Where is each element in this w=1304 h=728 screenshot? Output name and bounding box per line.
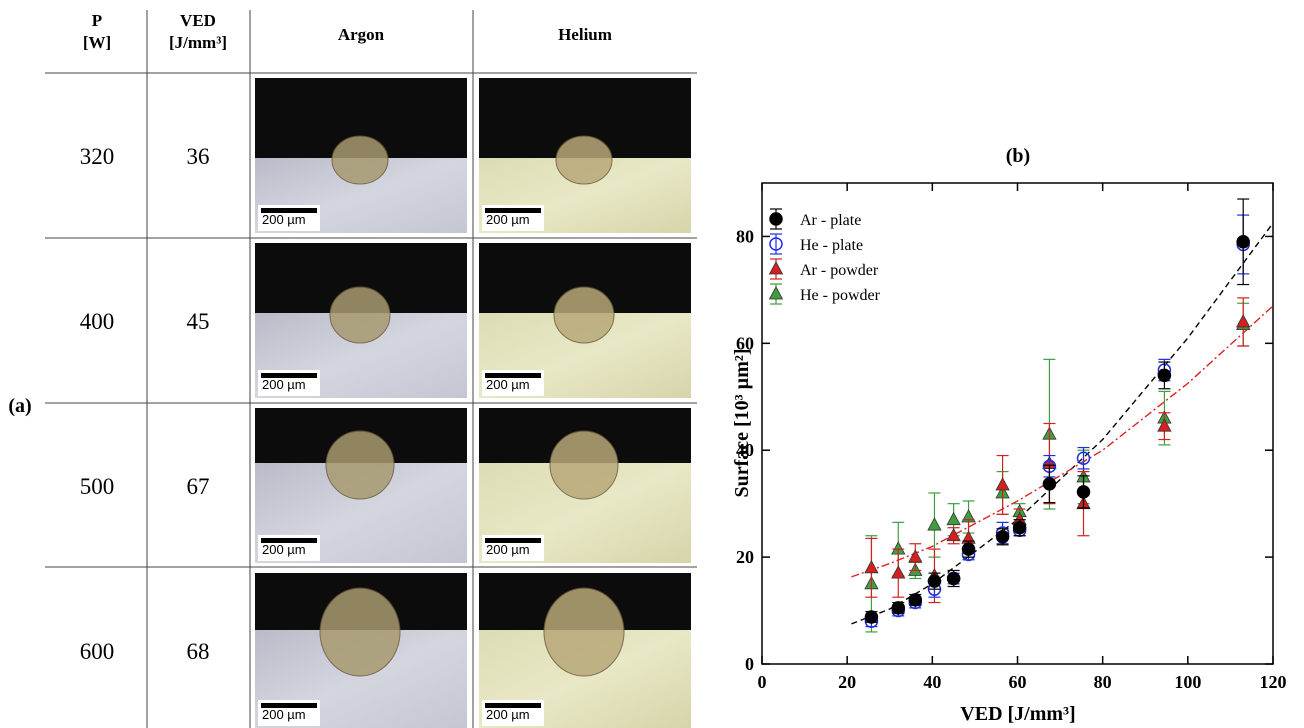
marker	[946, 571, 961, 586]
scale-bar-label: 200 µm	[262, 377, 306, 392]
y-tick-label: 80	[736, 226, 754, 246]
legend-marker	[769, 237, 783, 251]
marker	[1236, 314, 1251, 328]
marker	[927, 574, 942, 588]
marker	[995, 530, 1010, 544]
scale-bar	[261, 538, 317, 543]
legend-marker	[769, 212, 783, 226]
error-bar	[1077, 446, 1090, 470]
scale-bar-label: 200 µm	[262, 212, 306, 227]
table-lines	[45, 10, 697, 728]
x-tick-label: 80	[1094, 672, 1112, 692]
marker	[927, 517, 942, 531]
melt-pool	[319, 587, 401, 677]
scale-bar	[485, 703, 541, 708]
scale-bar	[261, 208, 317, 213]
table-cell: 600	[80, 639, 115, 664]
y-tick-label: 40	[736, 440, 754, 460]
y-tick-label: 0	[745, 654, 754, 674]
x-tick-label: 40	[923, 672, 941, 692]
column-header: [W]	[83, 33, 111, 52]
marker	[1236, 235, 1250, 249]
table-cell: 68	[187, 639, 210, 664]
marker	[946, 511, 961, 526]
table-cell: 320	[80, 144, 115, 169]
marker	[946, 527, 961, 542]
marker	[1076, 485, 1091, 499]
melt-pool	[325, 430, 395, 500]
scale-bar-label: 200 µm	[486, 212, 530, 227]
legend-marker	[768, 261, 784, 275]
scale-bar-label: 200 µm	[262, 707, 306, 722]
x-tick-label: 60	[1009, 672, 1027, 692]
plot-frame	[761, 182, 1274, 665]
legend-label: He - plate	[800, 237, 863, 254]
chart-title: (b)	[1006, 145, 1030, 167]
scale-bar	[261, 373, 317, 378]
column-header: P	[92, 11, 102, 30]
scale-bar	[261, 703, 317, 708]
marker	[1012, 520, 1027, 535]
column-header: VED	[180, 11, 216, 30]
y-tick-label: 60	[736, 333, 754, 353]
marker	[961, 542, 976, 556]
column-header: [J/mm³]	[169, 33, 227, 52]
table-cell: 500	[80, 474, 115, 499]
legend-label: Ar - plate	[800, 212, 861, 229]
fit-line	[851, 305, 1274, 578]
scale-bar	[485, 538, 541, 543]
table-cell: 400	[80, 309, 115, 334]
melt-pool	[331, 135, 389, 185]
melt-pool	[329, 286, 391, 344]
x-tick-label: 120	[1260, 672, 1287, 692]
x-tick-label: 20	[838, 672, 856, 692]
y-tick-label: 20	[736, 547, 754, 567]
marker	[1157, 418, 1172, 432]
column-header: Argon	[338, 25, 385, 44]
marker	[891, 601, 906, 615]
marker	[908, 593, 923, 607]
scale-bar-label: 200 µm	[262, 542, 306, 557]
legend-label: He - powder	[800, 287, 881, 304]
scale-bar	[485, 208, 541, 213]
marker	[891, 565, 906, 579]
marker	[1042, 477, 1057, 491]
micrographs: 200 µm 200 µm 200 µm 200 µm 200 µm 200 µm 200 …	[255, 78, 691, 728]
panel-label: (a)	[8, 395, 31, 417]
melt-pool	[549, 430, 619, 500]
melt-pool	[543, 587, 625, 677]
marker	[1157, 368, 1172, 383]
scale-bar-label: 200 µm	[486, 377, 530, 392]
marker	[864, 610, 879, 624]
table-cell: 67	[187, 474, 210, 499]
marker	[995, 477, 1010, 491]
table-cell: 45	[187, 309, 210, 334]
column-header: Helium	[558, 25, 612, 44]
scale-bar-label: 200 µm	[486, 542, 530, 557]
legend-marker	[768, 286, 784, 300]
melt-pool	[553, 286, 615, 344]
scale-bar	[485, 373, 541, 378]
marker	[1076, 451, 1091, 465]
x-tick-label: 100	[1174, 672, 1201, 692]
fit-line	[851, 222, 1274, 625]
x-axis-label: VED [J/mm³]	[960, 703, 1075, 725]
legend-label: Ar - powder	[800, 262, 879, 279]
marker	[864, 559, 879, 574]
x-tick-label: 0	[758, 672, 767, 692]
marker	[908, 549, 923, 563]
scale-bar-label: 200 µm	[486, 707, 530, 722]
melt-pool	[555, 135, 613, 185]
y-axis-label: Surface [10³ µm²]	[731, 348, 753, 497]
table-cell: 36	[187, 144, 210, 169]
